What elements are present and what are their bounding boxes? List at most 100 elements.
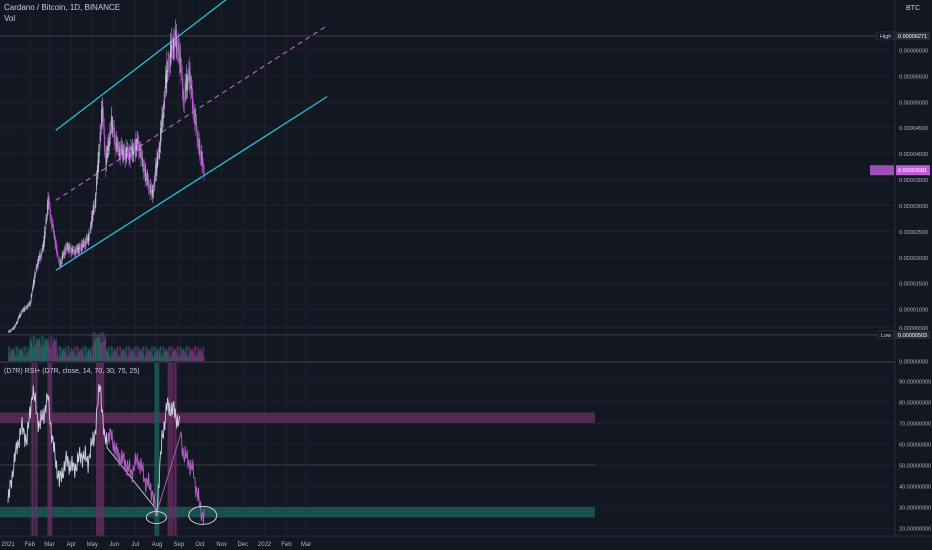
candle-body[interactable] [60, 260, 62, 264]
candle-body[interactable] [52, 223, 54, 229]
candle-body[interactable] [136, 146, 137, 150]
candle-body[interactable] [183, 99, 185, 104]
candle-body[interactable] [129, 153, 131, 161]
candle-body[interactable] [132, 150, 134, 155]
candle-body[interactable] [152, 191, 154, 198]
candle-body[interactable] [181, 68, 182, 71]
candle-body[interactable] [158, 147, 160, 153]
candle-body[interactable] [142, 165, 144, 166]
candle-body[interactable] [189, 72, 191, 80]
candle-body[interactable] [202, 158, 204, 167]
candle-body[interactable] [100, 131, 102, 135]
candle-body[interactable] [35, 274, 36, 276]
candle-body[interactable] [47, 197, 49, 210]
candle-body[interactable] [16, 322, 17, 325]
candle-body[interactable] [28, 304, 29, 306]
candle-body[interactable] [140, 148, 142, 151]
candle-body[interactable] [111, 125, 113, 127]
candle-body[interactable] [84, 241, 86, 246]
candle-body[interactable] [40, 252, 42, 258]
candle-body[interactable] [62, 254, 64, 257]
candle-body[interactable] [25, 306, 27, 308]
candle-body[interactable] [192, 97, 194, 110]
candle-body[interactable] [82, 243, 84, 244]
candle-body[interactable] [146, 175, 148, 180]
candle-body[interactable] [30, 302, 31, 305]
candle-body[interactable] [181, 74, 183, 91]
rsi-line[interactable] [7, 384, 180, 516]
candle-body[interactable] [58, 258, 59, 261]
rsi-line-segment[interactable] [107, 428, 205, 525]
candle-body[interactable] [128, 155, 130, 160]
candle-body[interactable] [108, 141, 109, 151]
candle-body[interactable] [51, 221, 53, 225]
candle-body[interactable] [151, 188, 152, 194]
candle-body[interactable] [45, 219, 47, 225]
candle-body[interactable] [65, 246, 67, 251]
candle-body[interactable] [72, 250, 74, 251]
candle-body[interactable] [151, 190, 153, 192]
candle-body[interactable] [190, 87, 192, 91]
candle-body[interactable] [37, 259, 39, 265]
candle-body[interactable] [9, 331, 10, 333]
candle-body[interactable] [32, 287, 33, 291]
candle-body[interactable] [164, 96, 166, 101]
candle-body[interactable] [115, 138, 117, 145]
candle-body[interactable] [191, 89, 193, 105]
candle-body[interactable] [15, 325, 17, 326]
candle-body[interactable] [24, 306, 26, 310]
candle-body[interactable] [177, 49, 178, 51]
candle-body[interactable] [110, 128, 111, 137]
candle-body[interactable] [170, 44, 171, 64]
candle-body[interactable] [21, 311, 22, 314]
candle-body[interactable] [69, 246, 71, 254]
candle-body[interactable] [77, 248, 78, 250]
candle-body[interactable] [172, 46, 173, 50]
candle-body[interactable] [195, 117, 197, 129]
candle-body[interactable] [160, 127, 161, 146]
candle-body[interactable] [67, 246, 69, 249]
candle-body[interactable] [105, 156, 107, 172]
candle-body[interactable] [172, 48, 174, 50]
candle-body[interactable] [73, 249, 74, 251]
rsi-axis[interactable]: 90.00000000 80.00000000 70.00000000 60.0000… [899, 380, 931, 533]
candle-body[interactable] [137, 138, 138, 144]
candle-body[interactable] [42, 247, 43, 250]
candle-body[interactable] [149, 189, 151, 195]
candle-body[interactable] [155, 164, 156, 176]
candle-body[interactable] [18, 316, 20, 318]
candle-body[interactable] [39, 254, 40, 258]
candle-body[interactable] [138, 142, 140, 152]
candle-body[interactable] [51, 219, 52, 227]
candle-body[interactable] [59, 263, 61, 267]
candle-body[interactable] [153, 189, 154, 194]
candle-body[interactable] [108, 145, 110, 148]
candle-body[interactable] [126, 153, 128, 155]
candle-body[interactable] [159, 150, 161, 152]
candle-body[interactable] [33, 279, 35, 285]
candle-body[interactable] [99, 151, 100, 156]
candle-body[interactable] [161, 114, 163, 125]
candle-body[interactable] [156, 156, 158, 170]
candle-body[interactable] [92, 209, 94, 216]
candle-body[interactable] [167, 62, 169, 71]
candle-body[interactable] [179, 53, 181, 63]
candle-body[interactable] [186, 74, 187, 91]
candle-body[interactable] [179, 49, 180, 66]
candle-body[interactable] [70, 248, 71, 249]
candle-body[interactable] [23, 309, 25, 311]
candle-body[interactable] [200, 152, 202, 159]
candle-body[interactable] [56, 243, 57, 254]
candle-body[interactable] [106, 153, 108, 156]
candle-body[interactable] [113, 128, 114, 131]
candle-body[interactable] [96, 171, 98, 179]
candle-body[interactable] [68, 246, 70, 249]
candle-body[interactable] [187, 79, 189, 81]
candle-body[interactable] [158, 153, 159, 158]
candle-body[interactable] [191, 85, 192, 89]
candle-body[interactable] [148, 186, 150, 187]
candle-body[interactable] [144, 165, 145, 171]
candle-body[interactable] [25, 307, 26, 310]
candle-body[interactable] [198, 138, 199, 147]
candle-body[interactable] [145, 170, 147, 176]
